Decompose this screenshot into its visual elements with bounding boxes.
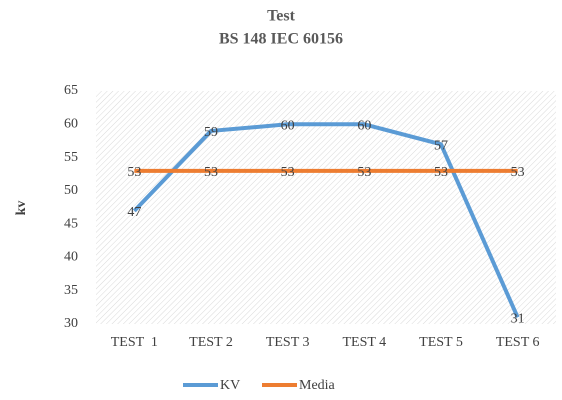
y-tick-label: 35 xyxy=(64,283,78,298)
x-tick-label: TEST 5 xyxy=(419,335,463,350)
data-label: 57 xyxy=(434,138,448,153)
data-label: 53 xyxy=(281,165,295,180)
legend-label: KV xyxy=(220,378,240,393)
chart-subtitle: BS 148 IEC 60156 xyxy=(219,31,343,48)
data-label: 53 xyxy=(204,165,218,180)
y-tick-label: 60 xyxy=(64,117,78,132)
x-tick-label: TEST 1 xyxy=(111,335,158,350)
y-tick-label: 50 xyxy=(64,183,78,198)
data-label: 47 xyxy=(127,205,141,220)
data-label: 53 xyxy=(434,165,448,180)
data-label: 59 xyxy=(204,125,218,140)
data-label: 53 xyxy=(357,165,371,180)
x-tick-label: TEST 4 xyxy=(342,335,386,350)
data-label: 53 xyxy=(511,165,525,180)
data-label: 60 xyxy=(357,119,371,134)
x-tick-label: TEST 2 xyxy=(189,335,233,350)
y-tick-label: 30 xyxy=(64,316,78,331)
series-line xyxy=(132,122,520,319)
x-tick-label: TEST 6 xyxy=(496,335,540,350)
x-tick-label: TEST 3 xyxy=(266,335,310,350)
legend-label: Media xyxy=(299,378,336,393)
y-tick-label: 55 xyxy=(64,150,78,165)
data-label: 53 xyxy=(127,165,141,180)
data-label: 31 xyxy=(511,312,525,327)
chart-title: Test xyxy=(267,8,296,25)
y-tick-label: 40 xyxy=(64,250,78,265)
y-tick-label: 65 xyxy=(64,83,78,98)
y-tick-label: 45 xyxy=(64,216,78,231)
data-label: 60 xyxy=(281,119,295,134)
y-axis-label: kv xyxy=(14,201,29,216)
plot-area xyxy=(96,91,556,324)
